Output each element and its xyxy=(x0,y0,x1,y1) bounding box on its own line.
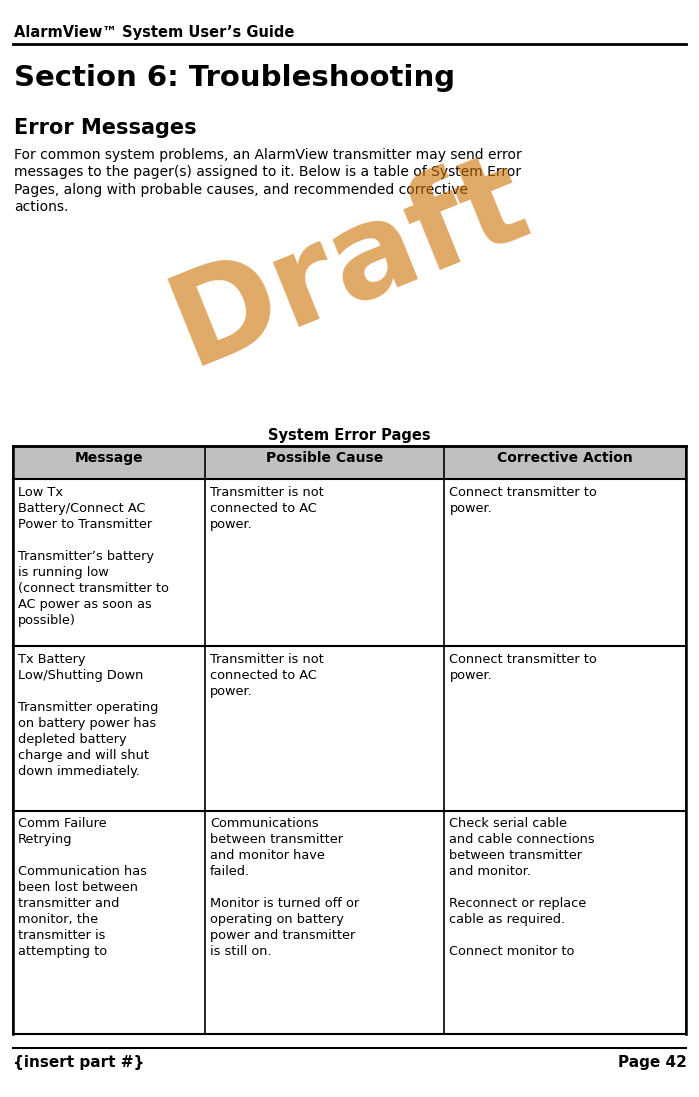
Text: Section 6: Troubleshooting: Section 6: Troubleshooting xyxy=(14,64,455,92)
Text: Connect transmitter to
power.: Connect transmitter to power. xyxy=(449,486,597,514)
Text: Comm Failure
Retrying

Communication has
been lost between
transmitter and
monit: Comm Failure Retrying Communication has … xyxy=(18,817,147,959)
Text: Check serial cable
and cable connections
between transmitter
and monitor.

Recon: Check serial cable and cable connections… xyxy=(449,817,595,959)
Text: Possible Cause: Possible Cause xyxy=(266,451,383,465)
Text: {insert part #}: {insert part #} xyxy=(13,1055,144,1071)
Text: Message: Message xyxy=(74,451,143,465)
Text: System Error Pages: System Error Pages xyxy=(268,428,431,443)
Text: Error Messages: Error Messages xyxy=(14,118,196,138)
Text: AlarmView™ System User’s Guide: AlarmView™ System User’s Guide xyxy=(14,25,294,41)
Text: Connect transmitter to
power.: Connect transmitter to power. xyxy=(449,653,597,681)
Text: Low Tx
Battery/Connect AC
Power to Transmitter

Transmitter’s battery
is running: Low Tx Battery/Connect AC Power to Trans… xyxy=(18,486,169,627)
Text: Draft: Draft xyxy=(154,136,545,391)
FancyBboxPatch shape xyxy=(13,479,686,646)
FancyBboxPatch shape xyxy=(13,646,686,811)
Text: Transmitter is not
connected to AC
power.: Transmitter is not connected to AC power… xyxy=(210,653,324,698)
Text: Communications
between transmitter
and monitor have
failed.

Monitor is turned o: Communications between transmitter and m… xyxy=(210,817,359,959)
FancyBboxPatch shape xyxy=(13,446,686,479)
Text: Page 42: Page 42 xyxy=(617,1055,686,1071)
Text: Corrective Action: Corrective Action xyxy=(497,451,633,465)
FancyBboxPatch shape xyxy=(13,811,686,1034)
Text: Transmitter is not
connected to AC
power.: Transmitter is not connected to AC power… xyxy=(210,486,324,531)
Text: For common system problems, an AlarmView transmitter may send error
messages to : For common system problems, an AlarmView… xyxy=(14,148,521,214)
Text: Tx Battery
Low/Shutting Down

Transmitter operating
on battery power has
deplete: Tx Battery Low/Shutting Down Transmitter… xyxy=(18,653,159,778)
